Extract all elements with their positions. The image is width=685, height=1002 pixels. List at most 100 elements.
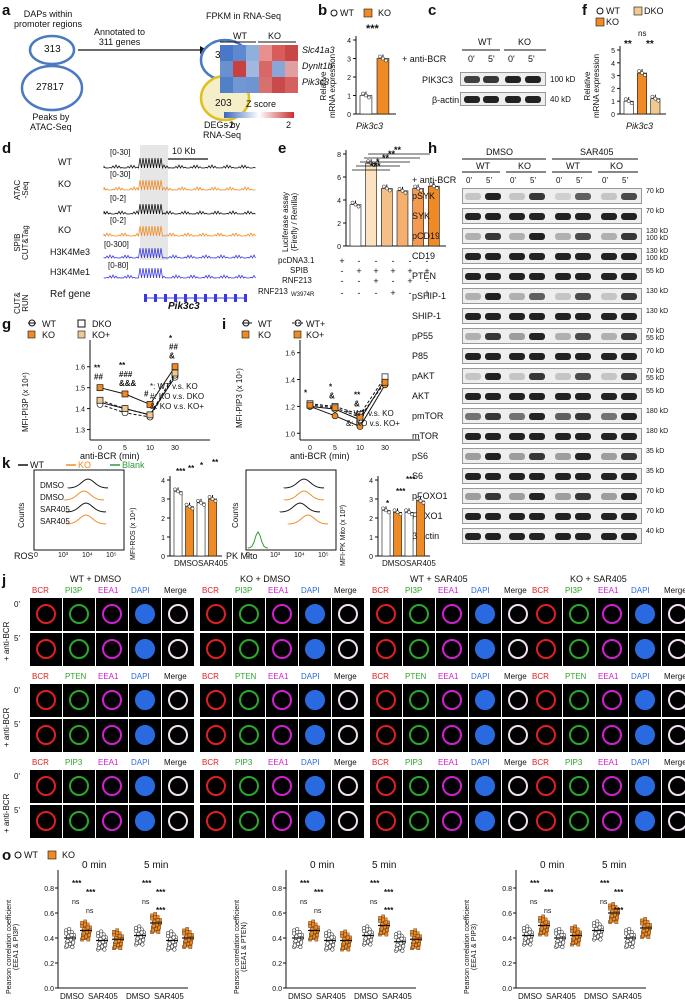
channel-label: PIP3 [565,758,583,767]
c-blot-0 [460,72,546,86]
data-point [378,54,382,59]
data-point [356,423,364,430]
cell-outline [602,690,622,710]
micrograph [266,770,298,803]
channel-label: DAPI [471,758,490,767]
micrograph [370,805,402,838]
micrograph [233,598,265,631]
bar [396,190,409,247]
d-range-0: [0-30] [110,148,131,157]
micrograph [563,805,595,838]
channel-label: BCR [532,758,549,767]
micrograph [30,598,62,631]
data-point [153,915,157,919]
time-label: 5' [14,634,20,643]
data-point [369,161,374,166]
blot-label: AKT [412,391,430,401]
tick-label: 30 [171,445,179,452]
micrograph [299,805,331,838]
heat-ko: KO [268,31,282,41]
channel-label: BCR [32,586,49,595]
band [465,393,481,400]
data-point [364,93,368,98]
band [485,273,501,280]
micrograph [30,770,62,803]
signal-track [103,247,256,259]
channel-label: DAPI [131,672,150,681]
cell-outline [376,690,396,710]
d-range-4: [0-300] [104,240,129,249]
cell-outline [135,639,155,659]
band [601,533,617,540]
sig-label: ## [169,343,178,352]
data-point [611,905,615,909]
cell-outline [102,811,122,831]
heat-cell [220,61,233,77]
band [465,353,481,360]
band [465,433,481,440]
bar [196,502,206,557]
i-legend-0: WT [258,319,272,329]
c-anti: + anti-BCR [402,54,447,64]
data-point [347,943,351,947]
data-point [361,928,367,934]
series-line [99,372,176,416]
o-legend-wt: WT [24,850,38,860]
micrograph [662,805,685,838]
signal-track [103,179,256,192]
cell-outline [536,725,556,745]
b-sig: *** [366,23,379,35]
cell-outline [239,604,259,624]
data-point [641,933,645,938]
tick-label: 4 [369,478,373,485]
cell-outline [409,811,429,831]
band [621,473,637,480]
band [465,293,481,300]
data-point [378,919,382,923]
cell-outline [69,604,89,624]
band [465,413,481,420]
group-label: DMSO [60,992,84,1001]
micrograph [332,770,364,803]
sig-label: *** [86,888,96,897]
band [621,453,637,460]
d-range-2: [0-2] [110,194,127,203]
channel-label: Merge [164,586,187,595]
data-point [133,928,139,934]
data-point [308,924,312,928]
data-point [384,58,388,63]
data-point [557,929,562,935]
band [485,473,501,480]
time-label: 5' [486,176,492,185]
gene-1: Dynlt1b [302,61,333,71]
blot-size: 55 kD [646,388,665,395]
micrograph [629,805,661,838]
g-legend-0: WT [42,319,56,329]
channel-label: PTEN [65,672,87,681]
sig-label: ** [188,464,195,473]
cell-outline [272,639,292,659]
g-xlabel: anti-BCR (min) [80,451,140,461]
data-point [340,934,344,938]
data-point [97,941,102,946]
band [465,513,481,520]
data-point [71,940,76,945]
c-wt: WT [478,37,492,47]
data-point [401,944,406,949]
micrograph [299,719,331,752]
matrix-cell: - [425,256,429,266]
matrix-cell: + [373,276,379,286]
chart-f: 0 1 2 3 4 5 [611,46,666,119]
heat-cell [233,45,246,61]
tick-label: 5 [333,445,337,452]
tick-label: 0.4 [272,936,282,943]
band [509,473,525,480]
data-point [356,204,361,209]
hist-ros [33,469,125,551]
micrograph [563,633,595,666]
band [529,193,545,200]
band [555,313,571,320]
data-point [188,945,193,949]
data-point [64,943,69,948]
cell-outline [102,604,122,624]
